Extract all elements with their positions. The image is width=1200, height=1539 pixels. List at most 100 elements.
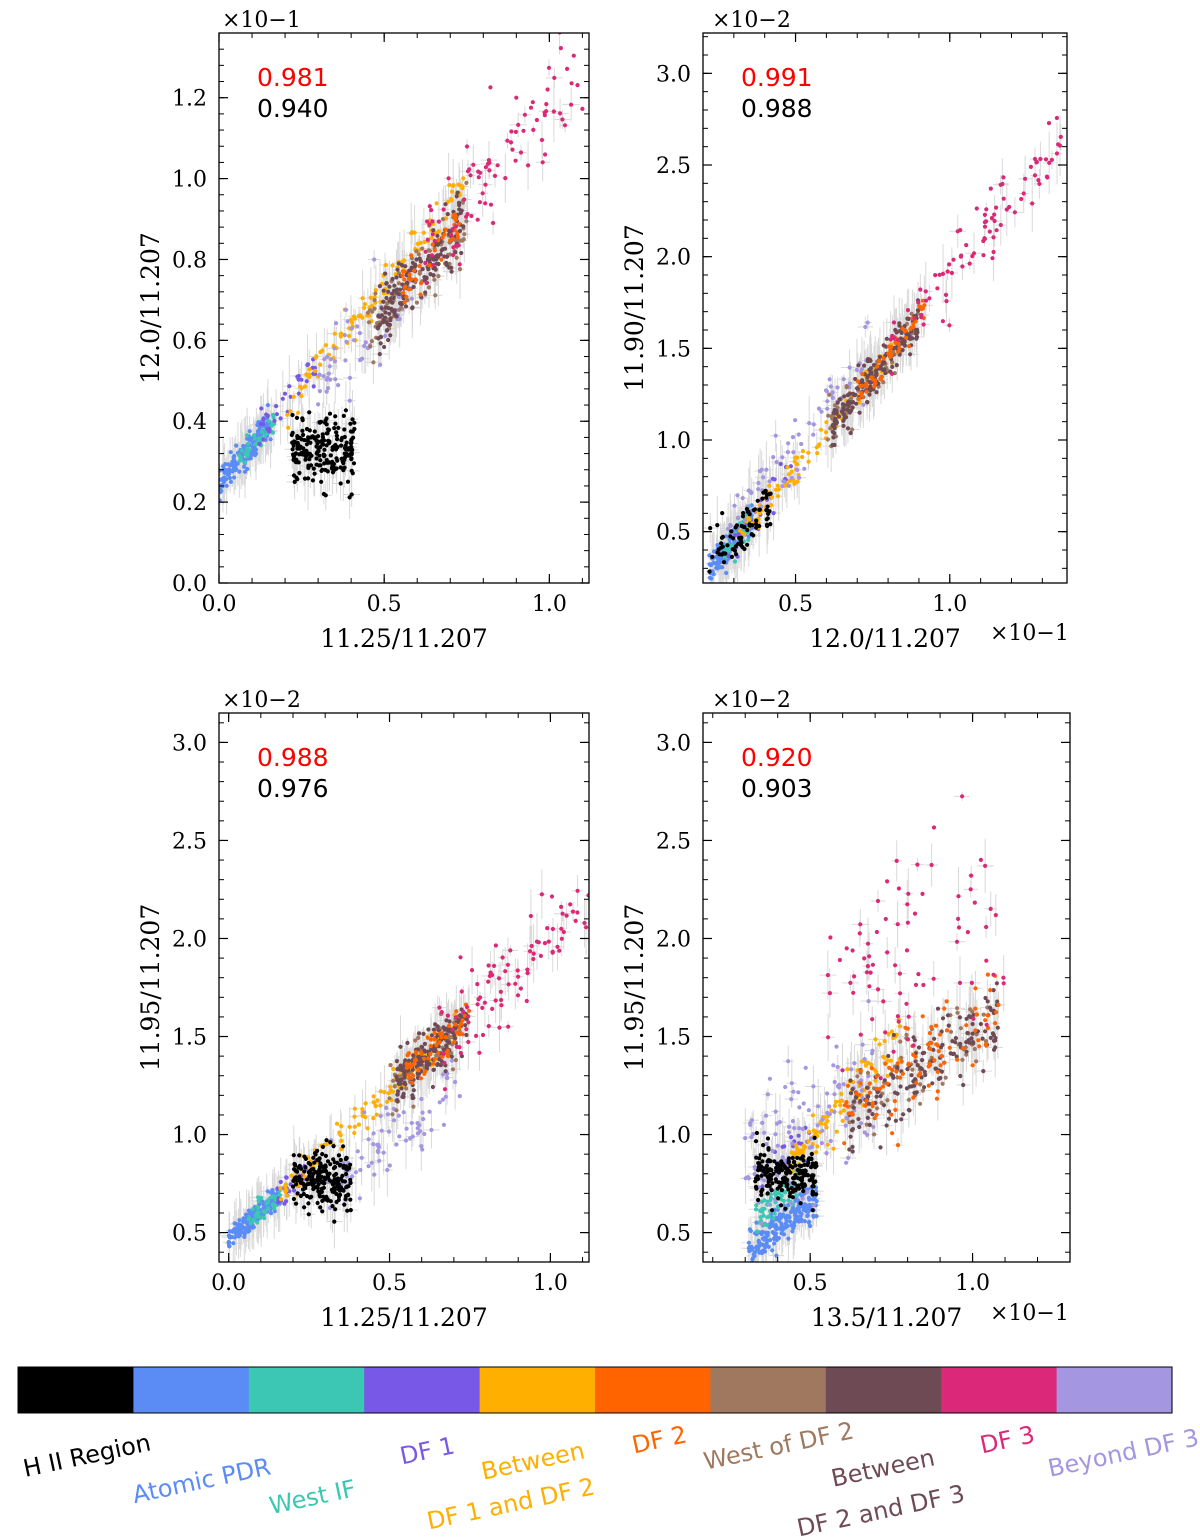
data-point-beyond_df3 (786, 441, 791, 446)
data-point-df2 (406, 287, 411, 292)
data-point-df3 (551, 109, 557, 114)
data-point-between_23 (390, 300, 395, 305)
data-point-beyond_df3 (349, 326, 354, 331)
data-point-df2 (418, 292, 423, 297)
data-point-west_df2 (373, 291, 378, 296)
data-point-df3 (1054, 151, 1060, 156)
data-point-beyond_df3 (854, 367, 860, 372)
data-point-beyond_df3 (322, 357, 327, 362)
data-point-beyond_df3 (726, 526, 731, 531)
data-point-hii (346, 447, 351, 452)
data-point-between_23 (865, 375, 870, 380)
data-point-df3 (988, 186, 993, 191)
data-point-between_23 (914, 328, 919, 333)
data-point-between_12 (299, 393, 304, 399)
data-point-beyond_df3 (830, 395, 835, 400)
data-point-hii (322, 461, 327, 466)
data-point-atomic_pdr (746, 534, 751, 539)
data-point-atomic_pdr (265, 403, 270, 408)
data-point-west_df2 (844, 385, 849, 390)
data-point-df2 (920, 298, 926, 303)
data-point-between_23 (857, 410, 862, 415)
data-point-hii (336, 425, 341, 430)
data-point-hii (708, 526, 713, 531)
data-point-west_if (259, 429, 265, 434)
data-point-hii (306, 464, 311, 469)
data-point-west_if (245, 453, 250, 459)
data-point-between_23 (435, 241, 440, 246)
data-point-df3 (521, 128, 526, 133)
data-point-beyond_df3 (363, 340, 368, 345)
data-point-hii (347, 495, 352, 500)
data-point-df3 (1034, 159, 1039, 165)
data-point-hii (342, 465, 347, 470)
data-point-beyond_df3 (332, 359, 338, 364)
data-point-atomic_pdr (237, 469, 242, 474)
data-point-df3 (552, 75, 557, 80)
data-point-df2 (911, 324, 916, 329)
data-point-df3 (451, 252, 456, 258)
data-point-df3 (994, 205, 999, 210)
data-point-df3 (1032, 156, 1038, 162)
data-point-between_12 (415, 241, 420, 246)
data-point-between_12 (818, 427, 824, 432)
data-point-df2 (855, 379, 861, 384)
data-point-atomic_pdr (242, 464, 247, 469)
data-point-df3 (1045, 175, 1050, 180)
data-point-hii (753, 521, 759, 527)
data-point-df3 (543, 152, 548, 157)
data-point-hii (334, 430, 339, 435)
data-point-df3 (1004, 207, 1009, 212)
data-point-df3 (558, 111, 563, 116)
data-point-beyond_df3 (825, 399, 830, 404)
data-point-df3 (483, 165, 488, 170)
data-point-hii (715, 550, 720, 555)
data-point-between_23 (846, 399, 851, 404)
data-point-df3 (998, 222, 1003, 228)
data-point-between_23 (831, 410, 836, 415)
data-point-between_23 (868, 366, 874, 371)
data-point-df3 (503, 176, 508, 181)
data-point-hii (317, 453, 322, 458)
data-point-df2 (859, 391, 864, 396)
data-point-between_12 (786, 472, 792, 477)
data-point-between_23 (853, 376, 858, 382)
data-point-df2 (439, 257, 444, 262)
data-point-between_12 (296, 410, 301, 415)
data-point-df3 (984, 207, 989, 212)
data-point-between_12 (449, 196, 454, 201)
data-point-beyond_df3 (347, 375, 353, 380)
data-point-between_12 (800, 454, 805, 460)
data-point-between_23 (841, 423, 846, 428)
data-point-df3 (1023, 176, 1028, 181)
data-point-beyond_df3 (325, 376, 330, 381)
data-point-df1 (778, 461, 783, 467)
data-point-hii (297, 435, 302, 440)
data-point-df2 (404, 294, 409, 299)
data-point-west_if (270, 430, 275, 435)
data-point-hii (327, 460, 332, 465)
data-point-beyond_df3 (347, 398, 352, 403)
data-point-atomic_pdr (231, 467, 237, 472)
data-point-hii (348, 441, 354, 446)
data-point-hii (304, 452, 309, 457)
data-point-between_23 (384, 328, 390, 333)
data-point-west_df2 (440, 217, 446, 222)
data-point-between_12 (451, 183, 456, 189)
data-point-between_23 (459, 250, 464, 256)
data-point-beyond_df3 (786, 483, 792, 488)
data-point-atomic_pdr (228, 450, 233, 455)
data-point-between_23 (403, 304, 409, 309)
data-point-beyond_df3 (795, 467, 800, 472)
data-point-between_23 (457, 228, 463, 234)
data-point-atomic_pdr (219, 489, 223, 494)
data-point-hii (297, 470, 302, 476)
data-point-between_23 (393, 313, 398, 318)
data-point-beyond_df3 (332, 346, 337, 351)
data-point-between_23 (378, 314, 383, 319)
data-point-between_23 (868, 370, 874, 375)
data-point-df2 (407, 272, 412, 277)
data-point-hii (729, 529, 734, 534)
data-point-between_23 (904, 332, 909, 337)
data-point-west_df2 (464, 180, 469, 185)
